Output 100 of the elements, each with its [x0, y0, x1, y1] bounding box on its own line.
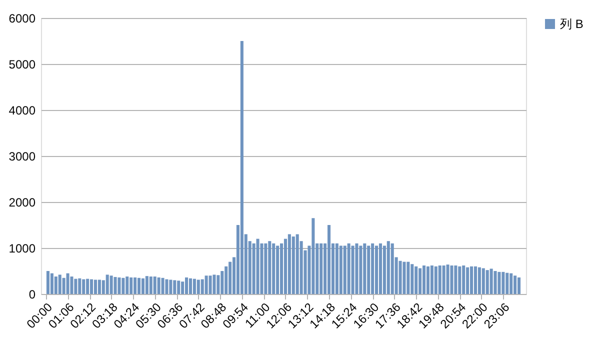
bar — [165, 279, 168, 294]
bar — [458, 266, 462, 294]
bar — [351, 246, 354, 294]
bar — [410, 264, 414, 294]
bar — [462, 265, 466, 294]
bar — [320, 243, 323, 294]
bar — [335, 243, 338, 294]
bar — [288, 234, 291, 294]
bar — [378, 243, 382, 294]
bar — [169, 280, 172, 294]
y-tick-label: 6000 — [8, 12, 36, 26]
bar — [474, 266, 477, 294]
bar — [292, 236, 295, 294]
bar — [502, 272, 505, 294]
bar — [426, 266, 430, 294]
bar — [90, 279, 94, 294]
bar — [518, 277, 521, 294]
bar — [114, 276, 117, 294]
bar — [94, 280, 97, 294]
bar — [418, 268, 422, 294]
bar — [506, 272, 509, 294]
y-tick-label: 1000 — [8, 242, 36, 256]
bar — [510, 273, 513, 294]
bar — [438, 265, 442, 294]
bar — [454, 265, 458, 294]
bar — [126, 276, 129, 294]
bar — [118, 277, 121, 294]
bar — [204, 276, 208, 294]
bar — [434, 266, 438, 294]
bar — [260, 243, 264, 294]
y-tick-label: 3000 — [8, 150, 36, 164]
bar — [402, 262, 406, 294]
bar — [450, 265, 454, 294]
bar — [446, 264, 450, 294]
bar — [58, 274, 62, 294]
bar — [224, 266, 228, 294]
bar — [343, 246, 346, 294]
bar — [157, 277, 160, 294]
bar — [478, 267, 481, 294]
bar — [256, 238, 260, 294]
bar — [363, 243, 366, 294]
bar — [177, 280, 180, 294]
bar — [86, 278, 90, 294]
bar — [414, 266, 418, 294]
bar — [339, 246, 342, 294]
bar — [173, 280, 176, 294]
y-tick-label: 4000 — [8, 104, 36, 118]
bar — [141, 278, 144, 294]
bar — [50, 273, 54, 294]
bar — [208, 276, 212, 294]
bar — [328, 225, 331, 294]
bar — [367, 246, 370, 294]
bar — [312, 218, 315, 294]
bar — [494, 271, 497, 294]
y-tick-label: 5000 — [8, 58, 36, 72]
bar — [240, 41, 244, 294]
bar — [264, 243, 268, 294]
bar — [390, 243, 394, 294]
bar — [110, 276, 113, 294]
bar — [280, 243, 284, 294]
bar — [122, 278, 125, 294]
bar — [54, 276, 58, 294]
bar — [252, 243, 256, 294]
bar — [212, 274, 216, 294]
bar — [70, 276, 74, 294]
legend-label: 列 B — [560, 17, 584, 31]
bar — [268, 241, 272, 294]
bar — [486, 270, 489, 294]
bar — [296, 234, 299, 294]
bar — [62, 278, 66, 294]
bar — [46, 271, 50, 294]
bar — [498, 272, 501, 294]
bar — [272, 243, 276, 294]
y-tick-label: 0 — [28, 288, 36, 302]
bar — [181, 282, 184, 294]
y-tick-label: 2000 — [8, 196, 36, 210]
bar — [153, 276, 156, 294]
bar — [406, 262, 410, 294]
bar — [134, 277, 137, 294]
bar — [422, 265, 426, 294]
bar — [466, 267, 470, 294]
bar — [375, 246, 378, 294]
bar — [200, 279, 204, 294]
bar — [192, 278, 196, 294]
bar — [442, 265, 446, 294]
bar — [145, 276, 148, 294]
bar — [66, 273, 70, 294]
bar — [130, 277, 133, 294]
bar — [371, 243, 374, 294]
bar — [196, 280, 200, 294]
bar — [490, 268, 493, 294]
bar — [78, 278, 82, 294]
bar — [398, 260, 402, 294]
bar — [347, 243, 350, 294]
bar — [386, 241, 390, 294]
bar — [74, 278, 78, 294]
bar — [82, 279, 86, 294]
bar — [185, 277, 188, 294]
bar — [514, 276, 517, 294]
bar — [482, 268, 485, 294]
